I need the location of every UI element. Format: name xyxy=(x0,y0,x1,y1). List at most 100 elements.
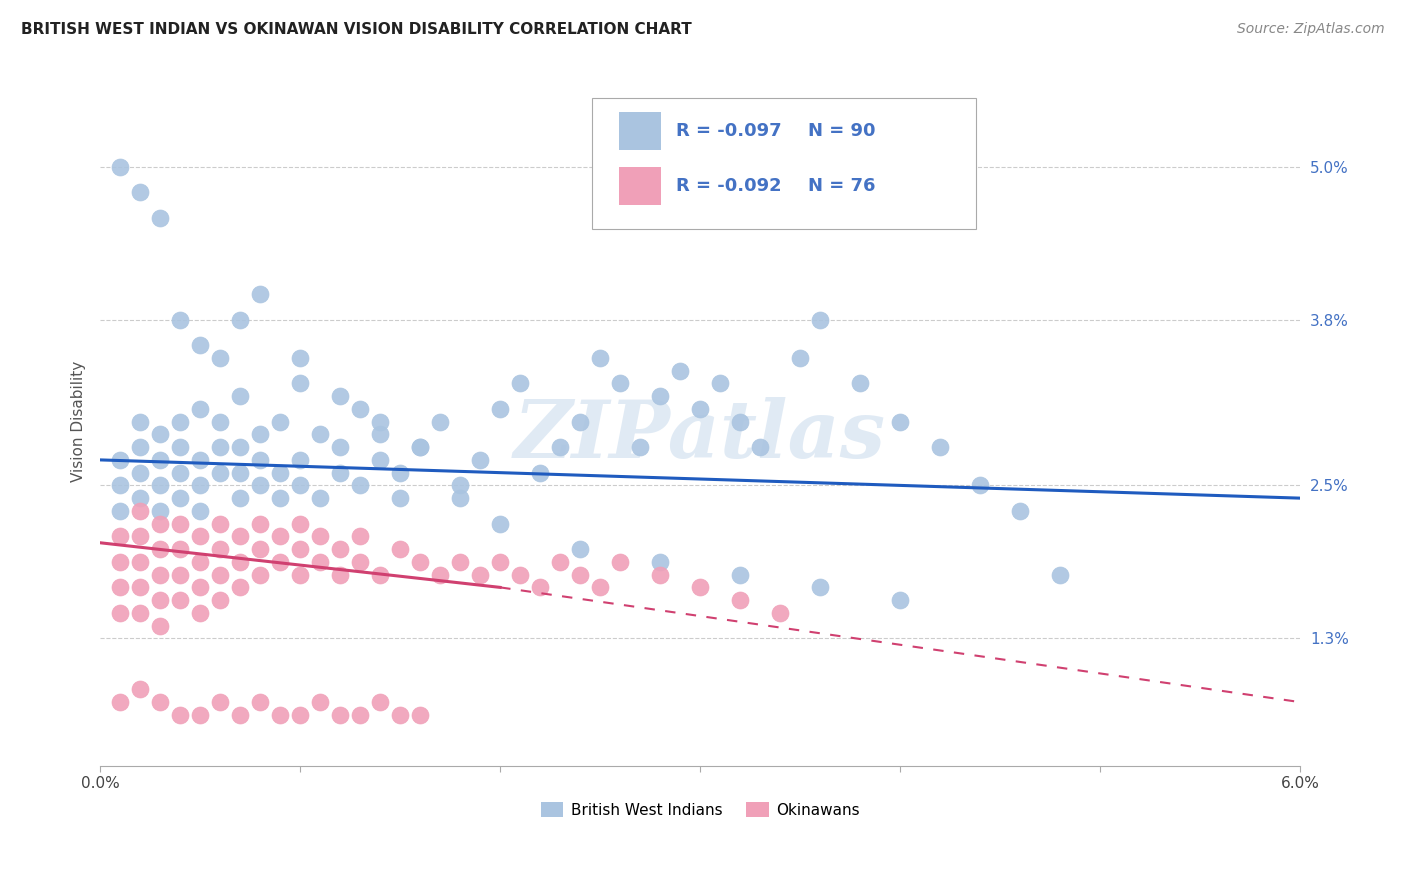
Point xyxy=(209,415,232,429)
Text: R = -0.097: R = -0.097 xyxy=(676,122,782,140)
Point xyxy=(709,376,731,391)
Point xyxy=(749,440,772,454)
Point xyxy=(169,707,191,722)
Point xyxy=(269,466,291,480)
Point xyxy=(169,312,191,326)
Point xyxy=(969,478,991,492)
Text: Source: ZipAtlas.com: Source: ZipAtlas.com xyxy=(1237,22,1385,37)
Point xyxy=(489,401,512,416)
Point xyxy=(689,401,711,416)
Point xyxy=(529,581,551,595)
Point xyxy=(249,516,271,531)
Point xyxy=(149,567,172,582)
Point xyxy=(409,707,432,722)
Point xyxy=(169,440,191,454)
Point xyxy=(108,581,131,595)
Point xyxy=(108,160,131,174)
Point xyxy=(229,707,252,722)
Point xyxy=(329,440,352,454)
Point xyxy=(368,567,391,582)
Point xyxy=(728,567,751,582)
Point xyxy=(188,707,211,722)
Point xyxy=(288,567,311,582)
Point xyxy=(129,504,152,518)
Point xyxy=(169,542,191,557)
Point xyxy=(1049,567,1071,582)
Point xyxy=(368,415,391,429)
Point xyxy=(329,466,352,480)
Point xyxy=(129,185,152,199)
Point xyxy=(129,491,152,505)
Text: R = -0.092: R = -0.092 xyxy=(676,178,782,195)
Point xyxy=(329,542,352,557)
Point xyxy=(129,682,152,697)
Point xyxy=(489,555,512,569)
Point xyxy=(229,555,252,569)
Point xyxy=(409,440,432,454)
Point xyxy=(209,516,232,531)
Point xyxy=(269,707,291,722)
Point xyxy=(129,581,152,595)
FancyBboxPatch shape xyxy=(619,112,661,150)
Point xyxy=(108,606,131,620)
Point xyxy=(188,453,211,467)
Point xyxy=(149,478,172,492)
Point xyxy=(789,351,811,365)
Point xyxy=(349,478,371,492)
Point xyxy=(169,516,191,531)
Legend: British West Indians, Okinawans: British West Indians, Okinawans xyxy=(534,796,866,823)
Point xyxy=(229,312,252,326)
Point xyxy=(188,478,211,492)
Point xyxy=(529,466,551,480)
Point xyxy=(149,453,172,467)
Point xyxy=(188,555,211,569)
Point xyxy=(188,529,211,543)
Point xyxy=(249,567,271,582)
Point xyxy=(728,415,751,429)
Point xyxy=(249,695,271,709)
Point xyxy=(569,542,592,557)
Point xyxy=(108,504,131,518)
Point xyxy=(149,593,172,607)
Point xyxy=(229,491,252,505)
Point xyxy=(650,555,672,569)
Point xyxy=(509,567,531,582)
Point xyxy=(108,695,131,709)
Point xyxy=(149,504,172,518)
Point xyxy=(288,376,311,391)
Point xyxy=(389,542,412,557)
Point xyxy=(149,542,172,557)
Point xyxy=(249,287,271,301)
Point xyxy=(609,376,631,391)
Point xyxy=(149,211,172,225)
Point xyxy=(209,695,232,709)
Point xyxy=(628,440,651,454)
Point xyxy=(188,401,211,416)
Point xyxy=(650,567,672,582)
Point xyxy=(349,401,371,416)
Point xyxy=(169,466,191,480)
Point xyxy=(229,389,252,403)
Point xyxy=(269,529,291,543)
Point xyxy=(309,427,332,442)
Point xyxy=(1010,504,1032,518)
Point xyxy=(309,695,332,709)
Point xyxy=(288,516,311,531)
Point xyxy=(449,555,471,569)
Point xyxy=(309,555,332,569)
Point xyxy=(188,338,211,352)
Point xyxy=(389,707,412,722)
Point xyxy=(548,555,571,569)
Point xyxy=(108,453,131,467)
Point xyxy=(249,453,271,467)
Point xyxy=(149,516,172,531)
Point xyxy=(849,376,872,391)
Point xyxy=(149,695,172,709)
Point xyxy=(449,478,471,492)
Point xyxy=(288,351,311,365)
Point xyxy=(368,453,391,467)
Point xyxy=(169,491,191,505)
Point xyxy=(288,542,311,557)
Point xyxy=(229,440,252,454)
Point xyxy=(249,542,271,557)
